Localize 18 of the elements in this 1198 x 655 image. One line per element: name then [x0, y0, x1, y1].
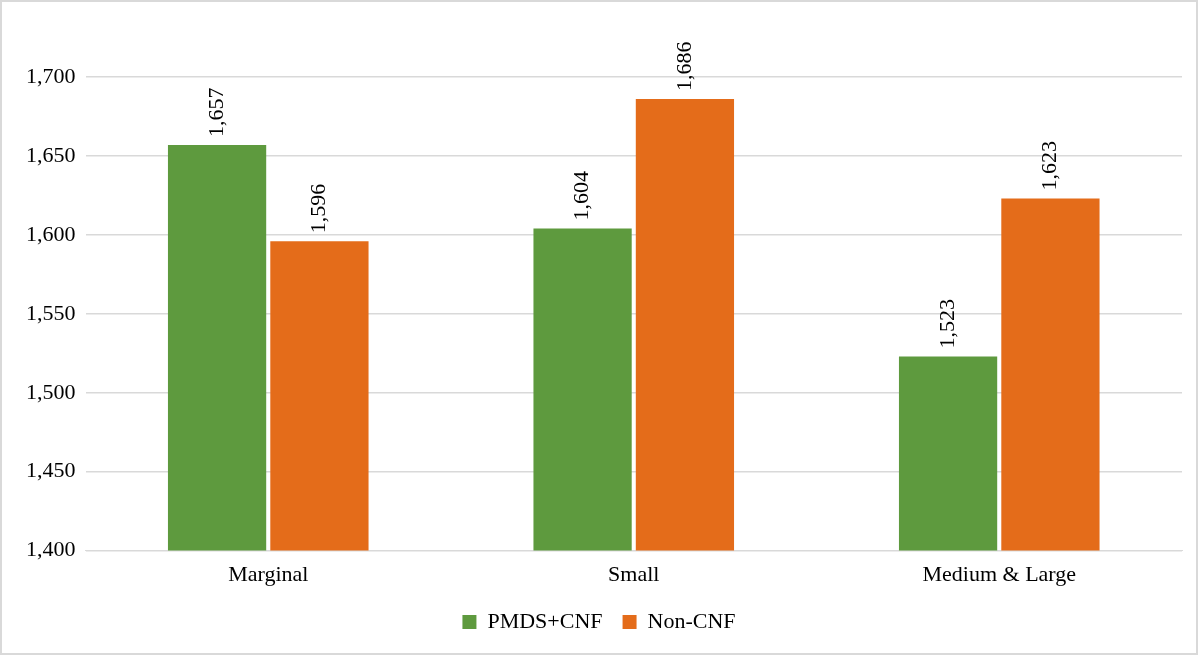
y-tick-label: 1,700 [26, 62, 76, 88]
x-tick-label: Small [608, 560, 660, 586]
y-tick-label: 1,650 [26, 141, 76, 167]
x-tick-label: Medium & Large [922, 560, 1077, 586]
data-label: 1,604 [568, 171, 594, 221]
legend-label: PMDS+CNF [487, 607, 603, 633]
x-tick-label: Marginal [228, 560, 309, 586]
y-tick-label: 1,400 [26, 536, 76, 562]
data-label: 1,596 [305, 183, 331, 234]
data-label: 1,686 [670, 41, 696, 92]
y-tick-label: 1,600 [26, 220, 76, 246]
y-tick-label: 1,450 [26, 457, 76, 483]
y-tick-label: 1,550 [26, 299, 76, 325]
legend-label: Non-CNF [647, 607, 736, 633]
data-label: 1,623 [1036, 141, 1062, 191]
data-label: 1,523 [933, 298, 959, 349]
y-tick-label: 1,500 [26, 378, 76, 404]
data-label: 1,657 [202, 87, 228, 137]
